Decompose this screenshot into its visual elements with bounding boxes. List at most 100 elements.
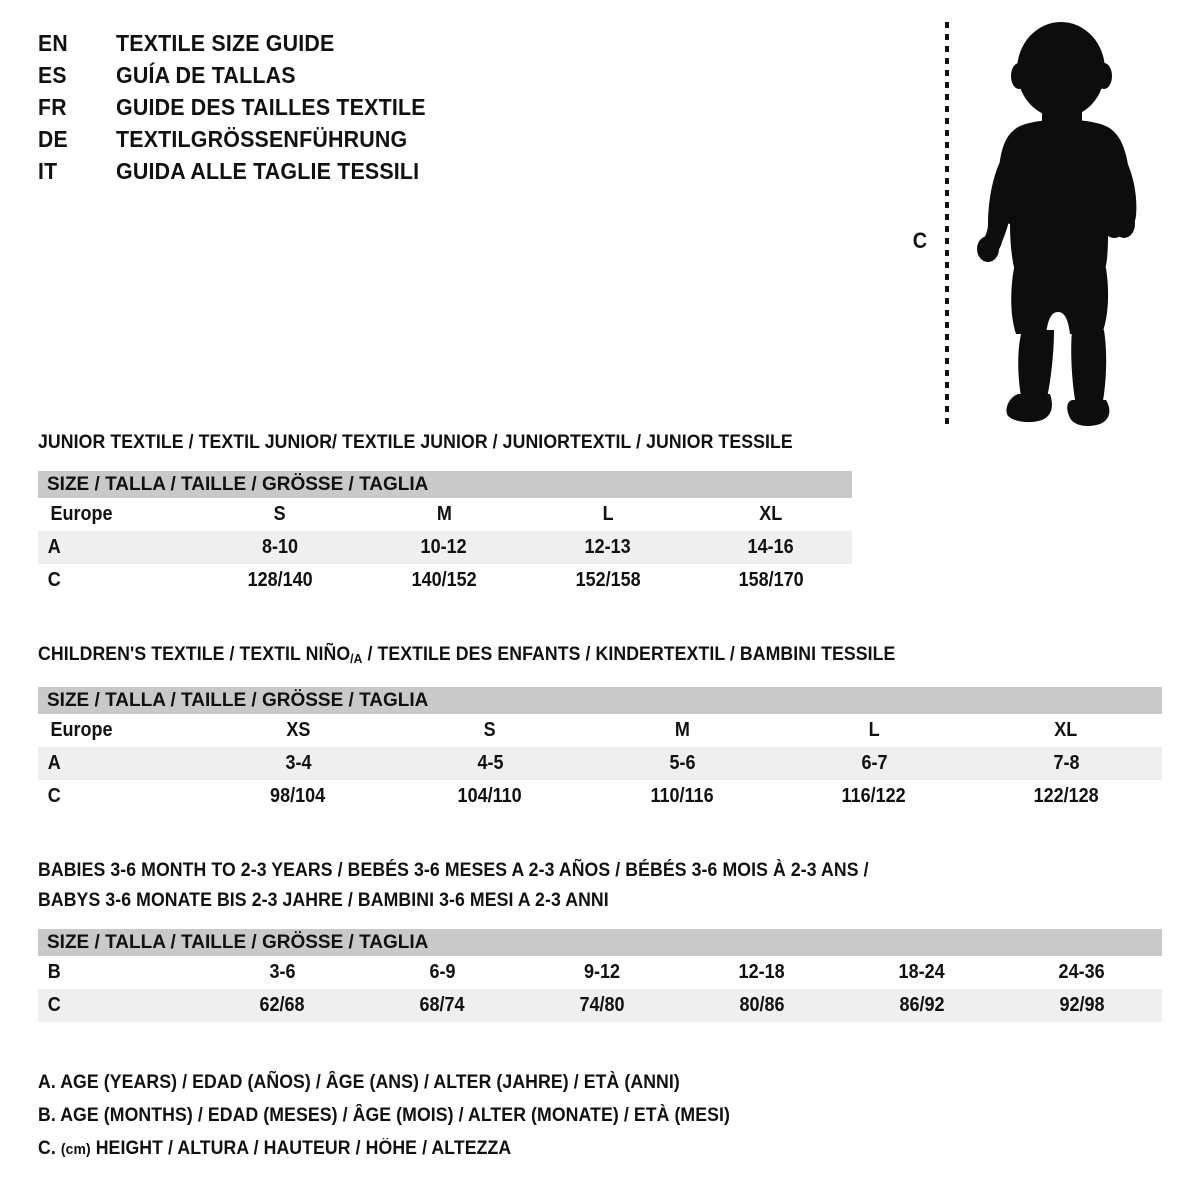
row-label: A — [38, 747, 202, 780]
babies-band-label: SIZE / TALLA / TAILLE / GRÖSSE / TAGLIA — [38, 929, 1163, 956]
section-title-children-post: / TEXTILE DES ENFANTS / KINDERTEXTIL / B… — [362, 644, 896, 665]
language-title-de: TEXTILGRÖSSENFÜHRUNG — [116, 126, 408, 152]
legend-line-c-unit: (cm) — [60, 1141, 91, 1158]
table-cell: 5-6 — [586, 747, 778, 780]
table-cell: XL — [970, 714, 1163, 747]
table-cell: 6-7 — [778, 747, 970, 780]
legend-line-a: A. AGE (YEARS) / EDAD (AÑOS) / ÂGE (ANS)… — [38, 1072, 680, 1093]
language-row-it: IT GUIDA ALLE TAGLIE TESSILI — [38, 158, 558, 190]
table-cell: 24-36 — [1002, 956, 1163, 989]
table-cell: 140/152 — [362, 564, 526, 597]
junior-band-label: SIZE / TALLA / TAILLE / GRÖSSE / TAGLIA — [38, 471, 853, 498]
language-title-fr: GUIDE DES TAILLES TEXTILE — [116, 94, 426, 120]
table-cell: 3-6 — [202, 956, 362, 989]
section-title-babies-line2: BABYS 3-6 MONATE BIS 2-3 JAHRE / BAMBINI… — [38, 890, 609, 911]
table-cell: 62/68 — [202, 989, 362, 1022]
language-code-de: DE — [38, 126, 68, 152]
section-title-babies-line1: BABIES 3-6 MONTH TO 2-3 YEARS / BEBÉS 3-… — [38, 860, 869, 881]
table-row: C 62/68 68/74 74/80 80/86 86/92 92/98 — [38, 989, 1163, 1022]
row-label: C — [38, 564, 198, 597]
language-row-en: EN TEXTILE SIZE GUIDE — [38, 30, 558, 62]
language-code-it: IT — [38, 158, 58, 184]
table-row: C 98/104 104/110 110/116 116/122 122/128 — [38, 780, 1163, 813]
table-cell: 110/116 — [586, 780, 778, 813]
section-title-junior: JUNIOR TEXTILE / TEXTIL JUNIOR/ TEXTILE … — [38, 432, 793, 453]
table-cell: 4-5 — [394, 747, 586, 780]
table-band-row: SIZE / TALLA / TAILLE / GRÖSSE / TAGLIA — [38, 471, 853, 498]
table-row: Europe S M L XL — [38, 498, 853, 531]
table-cell: XS — [202, 714, 394, 747]
babies-size-table: SIZE / TALLA / TAILLE / GRÖSSE / TAGLIA … — [38, 929, 1163, 1022]
table-cell: L — [778, 714, 970, 747]
row-label: A — [38, 531, 198, 564]
table-row: C 128/140 140/152 152/158 158/170 — [38, 564, 853, 597]
section-children-textile: CHILDREN'S TEXTILE / TEXTIL NIÑO/A / TEX… — [38, 640, 1163, 813]
height-measurement-figure: C — [900, 10, 1160, 435]
legend-line-c-pre: C. — [38, 1138, 61, 1159]
legend-line-c-post: HEIGHT / ALTURA / HAUTEUR / HÖHE / ALTEZ… — [90, 1138, 512, 1159]
table-row: A 3-4 4-5 5-6 6-7 7-8 — [38, 747, 1163, 780]
table-cell: 128/140 — [198, 564, 362, 597]
children-size-table: SIZE / TALLA / TAILLE / GRÖSSE / TAGLIA … — [38, 687, 1163, 813]
language-row-fr: FR GUIDE DES TAILLES TEXTILE — [38, 94, 558, 126]
table-cell: 98/104 — [202, 780, 394, 813]
legend-block: A. AGE (YEARS) / EDAD (AÑOS) / ÂGE (ANS)… — [38, 1066, 782, 1166]
junior-size-table: SIZE / TALLA / TAILLE / GRÖSSE / TAGLIA … — [38, 471, 853, 597]
language-title-es: GUÍA DE TALLAS — [116, 62, 296, 88]
table-cell: 8-10 — [198, 531, 362, 564]
table-row: B 3-6 6-9 9-12 12-18 18-24 24-36 — [38, 956, 1163, 989]
language-title-it: GUIDA ALLE TAGLIE TESSILI — [116, 158, 420, 184]
row-label: Europe — [38, 714, 202, 747]
language-code-es: ES — [38, 62, 67, 88]
table-cell: 6-9 — [362, 956, 522, 989]
row-label: Europe — [38, 498, 198, 531]
legend-line-c: C. (cm) HEIGHT / ALTURA / HAUTEUR / HÖHE… — [38, 1132, 730, 1166]
table-cell: 18-24 — [842, 956, 1002, 989]
table-cell: S — [198, 498, 362, 531]
table-cell: 158/170 — [690, 564, 853, 597]
section-babies-textile: BABIES 3-6 MONTH TO 2-3 YEARS / BEBÉS 3-… — [38, 856, 1163, 1022]
table-cell: 86/92 — [842, 989, 1002, 1022]
table-cell: 10-12 — [362, 531, 526, 564]
table-cell: L — [526, 498, 690, 531]
table-cell: 74/80 — [522, 989, 682, 1022]
table-cell: 9-12 — [522, 956, 682, 989]
language-code-en: EN — [38, 30, 68, 56]
language-row-de: DE TEXTILGRÖSSENFÜHRUNG — [38, 126, 558, 158]
language-code-fr: FR — [38, 94, 67, 120]
table-cell: M — [362, 498, 526, 531]
children-band-label: SIZE / TALLA / TAILLE / GRÖSSE / TAGLIA — [38, 687, 1163, 714]
table-cell: XL — [690, 498, 853, 531]
language-title-en: TEXTILE SIZE GUIDE — [116, 30, 335, 56]
language-title-block: EN TEXTILE SIZE GUIDE ES GUÍA DE TALLAS … — [38, 30, 558, 190]
section-title-children-sub: /A — [350, 651, 363, 666]
table-row: A 8-10 10-12 12-13 14-16 — [38, 531, 853, 564]
table-cell: M — [586, 714, 778, 747]
table-cell: 7-8 — [970, 747, 1163, 780]
table-cell: 116/122 — [778, 780, 970, 813]
table-cell: 68/74 — [362, 989, 522, 1022]
legend-line-b: B. AGE (MONTHS) / EDAD (MESES) / ÂGE (MO… — [38, 1105, 730, 1126]
row-label: C — [38, 989, 202, 1022]
table-row: Europe XS S M L XL — [38, 714, 1163, 747]
table-cell: 12-18 — [682, 956, 842, 989]
row-label: B — [38, 956, 202, 989]
table-cell: 92/98 — [1002, 989, 1163, 1022]
table-cell: 104/110 — [394, 780, 586, 813]
table-cell: 152/158 — [526, 564, 690, 597]
table-band-row: SIZE / TALLA / TAILLE / GRÖSSE / TAGLIA — [38, 687, 1163, 714]
section-title-children-pre: CHILDREN'S TEXTILE / TEXTIL NIÑO — [38, 644, 351, 665]
row-label: C — [38, 780, 202, 813]
language-row-es: ES GUÍA DE TALLAS — [38, 62, 558, 94]
table-cell: 3-4 — [202, 747, 394, 780]
table-cell: S — [394, 714, 586, 747]
table-cell: 12-13 — [526, 531, 690, 564]
section-junior-textile: JUNIOR TEXTILE / TEXTIL JUNIOR/ TEXTILE … — [38, 428, 853, 597]
table-cell: 14-16 — [690, 531, 853, 564]
child-silhouette-icon — [958, 18, 1158, 433]
height-dashed-line — [945, 22, 949, 430]
table-cell: 122/128 — [970, 780, 1163, 813]
measure-label-c: C — [912, 228, 928, 253]
table-band-row: SIZE / TALLA / TAILLE / GRÖSSE / TAGLIA — [38, 929, 1163, 956]
table-cell: 80/86 — [682, 989, 842, 1022]
